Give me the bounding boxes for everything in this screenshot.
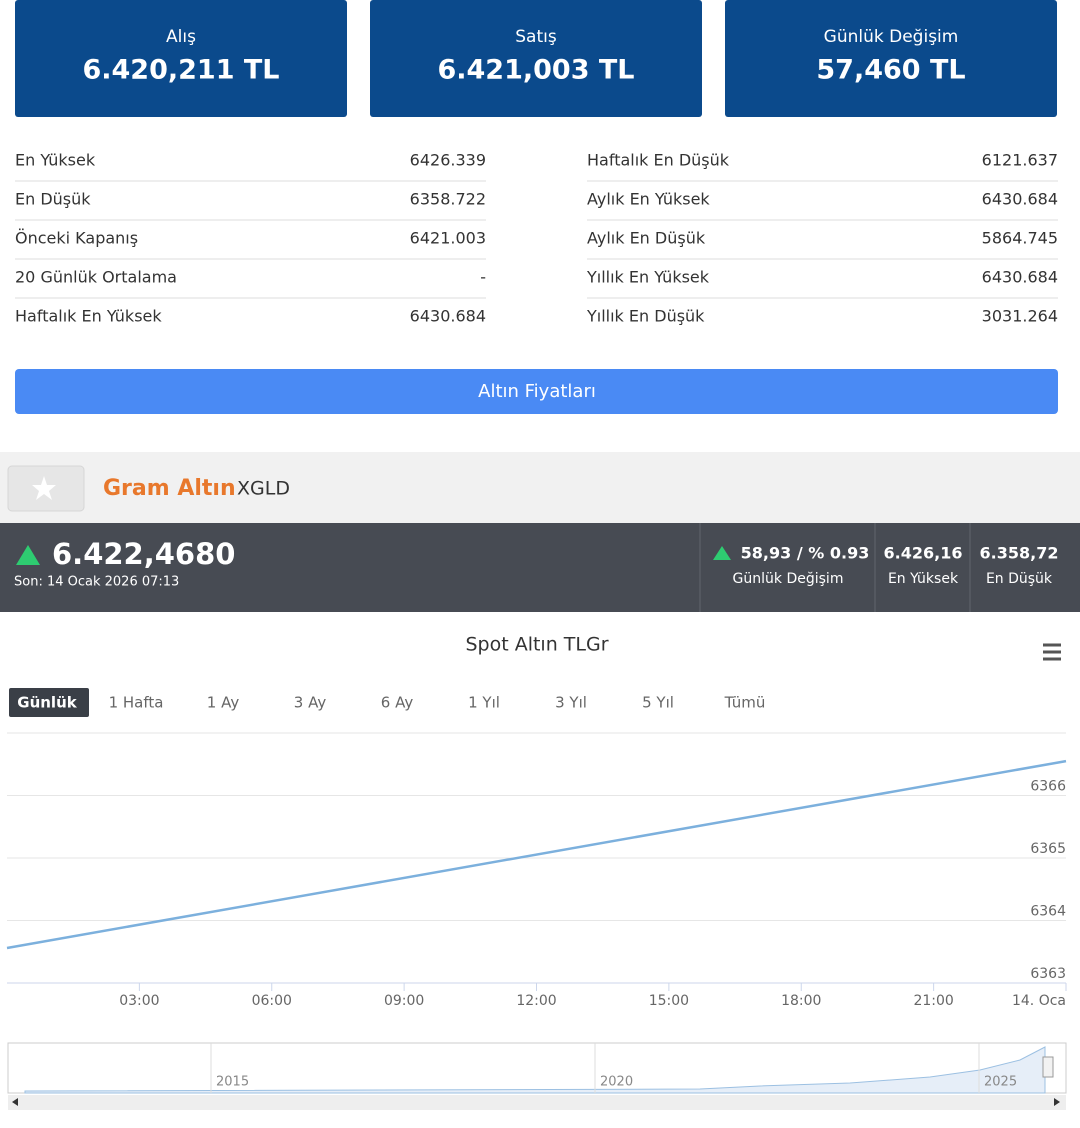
x-tick-label: 18:00 (781, 993, 821, 1009)
stat-label: Haftalık En Düşük (587, 151, 730, 170)
stat-value: 6430.684 (982, 190, 1058, 209)
instrument-code: XGLD (237, 478, 290, 500)
navigator-handle[interactable] (1042, 1056, 1054, 1078)
range-button[interactable]: 3 Yıl (555, 694, 587, 712)
stat-value: 6358.722 (410, 190, 486, 209)
scroll-left[interactable] (12, 1098, 18, 1106)
card-label: Günlük Değişim (824, 27, 959, 47)
stat-label: Yıllık En Yüksek (586, 268, 710, 287)
stat-value: 6121.637 (982, 151, 1058, 170)
stat-value: 6430.684 (982, 268, 1058, 287)
up-arrow (713, 546, 731, 560)
stat-value: - (480, 268, 486, 287)
ticker-updated: Son: 14 Ocak 2026 07:13 (14, 575, 179, 590)
cell-value: 58,93 / % 0.93 (741, 544, 870, 563)
menu-icon[interactable] (1043, 643, 1061, 661)
cell-label: En Yüksek (888, 571, 959, 587)
x-tick-label: 06:00 (252, 993, 292, 1009)
range-button-bg[interactable] (9, 688, 89, 717)
stat-value: 6426.339 (410, 151, 486, 170)
range-button[interactable]: 1 Yıl (468, 694, 500, 712)
stat-label: En Düşük (15, 190, 91, 209)
prices-button[interactable] (15, 369, 1058, 414)
x-tick-label: 21:00 (913, 993, 953, 1009)
stat-value: 6421.003 (410, 229, 486, 248)
navigator-label: 2025 (984, 1075, 1017, 1090)
card-value: 6.420,211 TL (82, 55, 279, 86)
stat-label: Haftalık En Yüksek (15, 307, 162, 326)
stat-label: Önceki Kapanış (15, 229, 138, 248)
ticker-bar (0, 523, 1080, 612)
stat-label: 20 Günlük Ortalama (15, 268, 177, 287)
range-button[interactable]: 1 Ay (207, 694, 240, 712)
card-value: 6.421,003 TL (437, 55, 634, 86)
cell-value: 6.426,16 (884, 544, 963, 563)
range-button[interactable]: 3 Ay (294, 694, 327, 712)
price-card (725, 0, 1057, 117)
scrollbar[interactable] (8, 1095, 1066, 1110)
price-card (15, 0, 347, 117)
card-label: Satış (515, 27, 557, 47)
x-tick-label: 12:00 (516, 993, 556, 1009)
star-icon (32, 476, 56, 500)
stat-value: 6430.684 (410, 307, 486, 326)
range-button[interactable]: 5 Yıl (642, 694, 674, 712)
stat-label: Yıllık En Düşük (586, 307, 705, 326)
x-tick-label: 09:00 (384, 993, 424, 1009)
y-tick-label: 6363 (1030, 966, 1066, 982)
scroll-right[interactable] (1054, 1098, 1060, 1106)
navigator-label: 2020 (600, 1075, 633, 1090)
range-button[interactable]: Tümü (724, 694, 766, 712)
chart-title: Spot Altın TLGr (465, 634, 608, 656)
cell-label: Günlük Değişim (733, 571, 844, 587)
section-band (0, 452, 1080, 523)
range-button[interactable]: Günlük (17, 694, 77, 712)
stat-value: 5864.745 (982, 229, 1058, 248)
y-tick-label: 6366 (1030, 779, 1066, 795)
up-arrow (16, 545, 40, 565)
x-tick-label: 03:00 (119, 993, 159, 1009)
instrument-name: Gram Altın (103, 476, 236, 501)
card-value: 57,460 TL (816, 55, 965, 86)
range-button[interactable]: 1 Hafta (109, 694, 164, 712)
navigator-label: 2015 (216, 1075, 249, 1090)
ticker-price: 6.422,4680 (52, 537, 235, 571)
stat-label: Aylık En Yüksek (587, 190, 710, 209)
stat-value: 3031.264 (982, 307, 1058, 326)
cell-value: 6.358,72 (980, 544, 1059, 563)
stat-label: En Yüksek (15, 151, 96, 170)
navigator-series (24, 1046, 1046, 1094)
card-label: Alış (166, 27, 196, 47)
range-button[interactable]: 6 Ay (381, 694, 414, 712)
x-tick-label: 14. Oca (1012, 993, 1066, 1009)
x-tick-label: 15:00 (649, 993, 689, 1009)
y-tick-label: 6364 (1030, 904, 1066, 920)
price-card (370, 0, 702, 117)
stat-label: Aylık En Düşük (587, 229, 706, 248)
button-label: Altın Fiyatları (478, 381, 596, 402)
y-tick-label: 6365 (1030, 841, 1066, 857)
cell-label: En Düşük (986, 571, 1053, 587)
price-line (6, 759, 1067, 950)
